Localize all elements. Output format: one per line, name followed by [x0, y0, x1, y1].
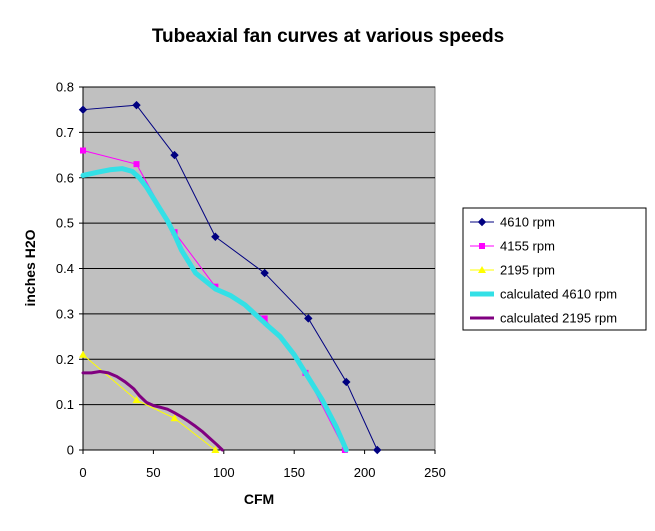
- x-tick-label: 50: [146, 465, 160, 480]
- legend-label: 2195 rpm: [500, 263, 555, 278]
- y-tick-label: 0: [67, 443, 74, 458]
- data-point: [79, 350, 87, 358]
- data-point: [170, 414, 179, 422]
- legend-item-calculated-4610-rpm: calculated 4610 rpm: [470, 287, 617, 302]
- data-point: [211, 232, 220, 241]
- gridlines: [83, 86, 435, 406]
- data-point: [78, 105, 88, 114]
- legend-label: 4610 rpm: [500, 215, 555, 230]
- series-line-calculated-4610-rpm: [80, 166, 349, 453]
- legend-label: calculated 2195 rpm: [500, 311, 617, 326]
- legend-marker: [479, 243, 485, 249]
- y-tick-label: 0.7: [56, 125, 74, 140]
- x-tick-label: 100: [213, 465, 235, 480]
- data-point: [132, 396, 141, 404]
- y-tick-label: 0.3: [56, 306, 74, 321]
- data-point: [170, 150, 179, 160]
- series-2195-rpm: [79, 350, 220, 453]
- series-layer: [78, 100, 382, 455]
- legend-item-2195-rpm: 2195 rpm: [470, 263, 555, 278]
- data-point: [211, 446, 220, 453]
- data-point: [80, 147, 86, 154]
- data-point: [133, 161, 140, 168]
- legend: 4610 rpm 4155 rpm 2195 rpm calculated 4610 …: [462, 207, 647, 331]
- series-line-2195-rpm: [82, 354, 216, 451]
- x-axis-title: CFM: [244, 491, 274, 507]
- y-tick-label: 0.6: [56, 170, 74, 185]
- y-tick-label: 0.5: [56, 216, 74, 231]
- x-tick-label: 200: [354, 465, 376, 480]
- legend-label: 4155 rpm: [500, 239, 555, 254]
- series-line-4610-rpm: [82, 104, 378, 451]
- legend-marker: [478, 266, 486, 273]
- legend-marker: [477, 217, 487, 227]
- y-tick-label: 0.4: [56, 261, 74, 276]
- legend-item-4155-rpm: 4155 rpm: [470, 239, 555, 254]
- legend-box: [462, 207, 647, 331]
- y-tick-label: 0.1: [56, 397, 74, 412]
- series-line-calculated-2195-rpm: [81, 370, 224, 452]
- chart-title: Tubeaxial fan curves at various speeds: [152, 26, 504, 47]
- legend-item-4610-rpm: 4610 rpm: [470, 215, 555, 230]
- series-calculated-4610-rpm: [80, 166, 349, 453]
- data-point: [260, 268, 269, 278]
- series-4610-rpm: [78, 100, 382, 455]
- legend-label: calculated 4610 rpm: [500, 287, 617, 302]
- data-point: [132, 100, 141, 110]
- data-point: [373, 445, 382, 455]
- series-calculated-2195-rpm: [81, 370, 224, 452]
- axes: 0 0.1 0.2 0.3 0.4 0.5 0.6 0.7 0.8 0 50 100 150 200 250: [56, 80, 446, 481]
- y-axis-title: inches H2O: [22, 229, 38, 306]
- x-tick-label: 150: [283, 465, 305, 480]
- y-tick-label: 0.8: [56, 80, 74, 95]
- data-point: [261, 315, 268, 322]
- legend-item-calculated-2195-rpm: calculated 2195 rpm: [470, 311, 617, 326]
- x-tick-label: 250: [424, 465, 446, 480]
- data-point: [304, 314, 313, 323]
- x-tick-label: 0: [79, 465, 86, 480]
- data-point: [342, 377, 351, 387]
- y-tick-label: 0.2: [56, 352, 74, 367]
